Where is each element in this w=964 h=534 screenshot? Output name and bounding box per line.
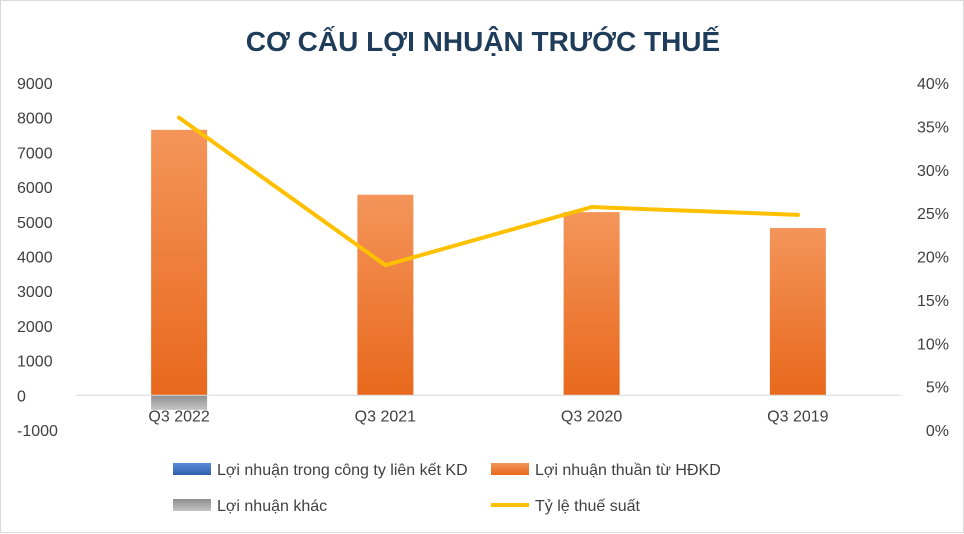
legend-swatch: [173, 499, 211, 511]
y-right-tick-label: 5%: [926, 380, 949, 397]
y-right-tick-label: 30%: [917, 163, 949, 180]
x-tick-label: Q3 2019: [767, 408, 828, 425]
y-right-tick-label: 0%: [926, 423, 949, 440]
line-point: [589, 205, 594, 210]
y-left-tick-label: 9000: [17, 76, 53, 93]
bars: [151, 129, 826, 410]
y-left-tick-label: 0: [17, 388, 26, 405]
bar-lợi-nhuận-khác: [151, 395, 208, 410]
legend-label: Lợi nhuận khác: [217, 498, 327, 515]
y-right-tick-label: 40%: [917, 76, 949, 93]
x-axis: Q3 2022 Q3 2021 Q3 2020 Q3 2019: [148, 408, 828, 425]
legend-label: Lợi nhuận trong công ty liên kết KD: [217, 462, 468, 479]
bar-lợi-nhuận-thuần-từ-hđkd: [357, 194, 414, 396]
x-tick-label: Q3 2022: [148, 408, 209, 425]
y-left-tick-label: 5000: [17, 215, 53, 232]
left-axis: 9000 8000 7000 6000 5000 4000 3000 2000 1000 0 -10…: [17, 76, 58, 440]
chart-title: CƠ CẤU LỢI NHUẬN TRƯỚC THUẾ: [246, 26, 720, 57]
line-tax-rate: [177, 115, 800, 268]
legend: Lợi nhuận trong công ty liên kết KD Lợi n…: [173, 462, 721, 515]
bar-lợi-nhuận-thuần-từ-hđkd: [769, 228, 826, 396]
y-left-tick-label: 3000: [17, 284, 53, 301]
legend-label: Lợi nhuận thuần từ HĐKD: [535, 462, 721, 479]
line-series: [177, 115, 800, 268]
y-right-tick-label: 10%: [917, 336, 949, 353]
x-tick-label: Q3 2020: [561, 408, 622, 425]
bar-lợi-nhuận-thuần-từ-hđkd: [563, 212, 620, 396]
y-left-tick-label: 2000: [17, 319, 53, 336]
y-right-tick-label: 35%: [917, 119, 949, 136]
legend-label: Tỷ lệ thuế suất: [535, 498, 641, 515]
x-tick-label: Q3 2021: [355, 408, 416, 425]
y-right-tick-label: 20%: [917, 250, 949, 267]
y-left-tick-label: -1000: [17, 423, 58, 440]
y-right-tick-label: 25%: [917, 206, 949, 223]
legend-swatch: [173, 463, 211, 475]
bar-lợi-nhuận-thuần-từ-hđkd: [151, 129, 208, 396]
line-point: [795, 212, 800, 217]
right-axis: 40% 35% 30% 25% 20% 15% 10% 5% 0%: [917, 76, 949, 440]
y-left-tick-label: 7000: [17, 145, 53, 162]
line-point: [177, 115, 182, 120]
line-point: [383, 263, 388, 268]
y-left-tick-label: 8000: [17, 111, 53, 128]
legend-swatch: [491, 463, 529, 475]
y-left-tick-label: 1000: [17, 354, 53, 371]
y-left-tick-label: 6000: [17, 180, 53, 197]
y-right-tick-label: 15%: [917, 293, 949, 310]
y-left-tick-label: 4000: [17, 250, 53, 267]
